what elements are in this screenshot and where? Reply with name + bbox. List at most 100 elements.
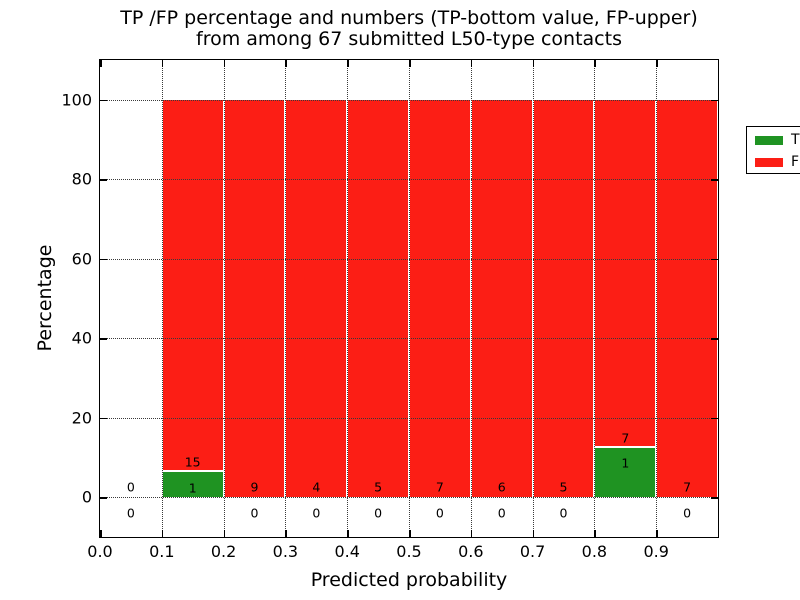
- x-tick-mark: [470, 530, 473, 537]
- x-tick-label: 0.6: [458, 542, 484, 561]
- legend-entry-fp: FP: [747, 152, 800, 172]
- y-tick-mark-right: [711, 338, 718, 340]
- x-tick-label: 0.3: [272, 542, 299, 561]
- fp-bar: [348, 99, 408, 498]
- v-gridline: [470, 60, 472, 537]
- y-tick-mark-right: [711, 99, 718, 102]
- tp-count-label: 0: [374, 505, 383, 521]
- plot-inner: 0.0 0.1 0.2 0.3 0.4 0.5 0.6 0.7 0.8 0.9 0 20 40 60 80 1…: [61, 60, 718, 561]
- chart-title: TP /FP percentage and numbers (TP-bottom…: [100, 8, 718, 50]
- fp-count-label: 7: [435, 479, 444, 495]
- tp-bar: [595, 447, 656, 498]
- y-tick-label: 60: [71, 249, 92, 269]
- legend-label-fp: FP: [791, 154, 800, 170]
- y-tick-mark-right: [711, 417, 718, 420]
- v-gridline: [532, 60, 534, 537]
- x-tick-mark: [223, 530, 226, 537]
- v-gridline: [594, 60, 596, 537]
- x-tick-mark-top: [656, 60, 658, 67]
- chart-title-line1: TP /FP percentage and numbers (TP-bottom…: [120, 7, 698, 29]
- x-tick-mark-top: [594, 60, 596, 67]
- fp-count-label: 7: [621, 430, 630, 446]
- y-tick-mark-right: [711, 179, 718, 181]
- x-tick-mark-top: [285, 60, 287, 67]
- legend: TP FP: [746, 126, 800, 174]
- y-tick-mark: [100, 258, 107, 261]
- tp-count-label: 0: [250, 505, 259, 521]
- x-tick-label: 0.4: [334, 542, 360, 561]
- x-tick-mark: [161, 530, 164, 537]
- y-tick-label: 80: [71, 169, 92, 189]
- x-tick-label: 0.8: [581, 542, 608, 561]
- tp-count-label: 0: [559, 505, 568, 521]
- v-gridline: [347, 60, 349, 537]
- fp-bar: [657, 99, 717, 498]
- fp-bar: [162, 99, 223, 473]
- x-tick-mark: [656, 530, 658, 537]
- fp-count-label: 5: [374, 479, 383, 495]
- x-tick-label: 0.2: [210, 542, 237, 561]
- fp-count-label: 5: [559, 479, 568, 495]
- tp-count-label: 0: [312, 505, 321, 521]
- plot-area: 0.0 0.1 0.2 0.3 0.4 0.5 0.6 0.7 0.8 0.9 0 20 40 60 80 1…: [61, 59, 800, 561]
- fp-count-label: 4: [312, 479, 321, 495]
- x-tick-mark: [347, 530, 349, 537]
- y-tick-mark: [100, 338, 107, 340]
- y-tick-mark-right: [711, 497, 718, 499]
- x-axis-label: Predicted probability: [310, 569, 508, 591]
- fp-count-label: 9: [250, 479, 259, 495]
- x-tick-mark-top: [347, 60, 349, 67]
- x-tick-mark-top: [409, 60, 411, 67]
- tp-count-label: 0: [126, 505, 135, 521]
- fp-bar: [595, 99, 656, 448]
- v-gridline: [285, 60, 287, 537]
- x-tick-mark-top: [470, 60, 473, 67]
- tp-count-label: 0: [683, 505, 692, 521]
- legend-entry-tp: TP: [747, 130, 800, 150]
- fp-count-label: 0: [126, 479, 135, 495]
- y-tick-mark: [100, 99, 107, 102]
- tp-bar: [162, 472, 223, 498]
- chart-title-line2: from among 67 submitted L50-type contact…: [196, 28, 622, 50]
- x-tick-mark: [532, 530, 535, 537]
- y-tick-label: 40: [71, 328, 92, 348]
- fp-count-label: 7: [683, 479, 692, 495]
- x-tick-label: 0.7: [519, 542, 546, 561]
- v-gridline: [656, 60, 658, 537]
- x-tick-label: 0.0: [87, 542, 113, 561]
- x-tick-mark: [285, 530, 287, 537]
- x-tick-label: 0.1: [149, 542, 175, 561]
- v-gridline: [161, 60, 163, 537]
- x-tick-mark-top: [100, 60, 102, 67]
- y-tick-mark: [100, 179, 107, 181]
- fp-bar: [286, 99, 347, 498]
- x-tick-mark-top: [161, 60, 164, 67]
- tp-count-label: 1: [188, 480, 197, 496]
- y-tick-label: 100: [61, 90, 92, 110]
- tp-color-swatch: [755, 135, 783, 145]
- v-gridline: [409, 60, 410, 537]
- x-tick-label: 0.9: [643, 542, 669, 561]
- v-gridline: [223, 60, 225, 537]
- y-tick-label: 0: [81, 487, 92, 507]
- tp-count-label: 1: [621, 455, 630, 471]
- legend-label-tp: TP: [791, 132, 800, 148]
- y-tick-label: 20: [71, 408, 92, 428]
- y-tick-mark: [100, 497, 107, 499]
- tp-count-label: 0: [497, 505, 506, 521]
- fp-bar: [410, 99, 470, 498]
- fp-bar: [224, 99, 285, 498]
- fp-bar: [471, 99, 532, 498]
- x-tick-mark-top: [223, 60, 226, 67]
- tp-count-label: 0: [435, 505, 444, 521]
- x-tick-label: 0.5: [396, 542, 422, 561]
- x-tick-mark: [409, 530, 411, 537]
- x-tick-mark-top: [532, 60, 535, 67]
- y-tick-mark-right: [711, 258, 718, 261]
- x-tick-mark: [594, 530, 596, 537]
- fp-count-label: 15: [184, 454, 201, 470]
- y-tick-mark: [100, 417, 107, 420]
- x-tick-mark: [100, 530, 102, 537]
- fp-count-label: 6: [497, 479, 506, 495]
